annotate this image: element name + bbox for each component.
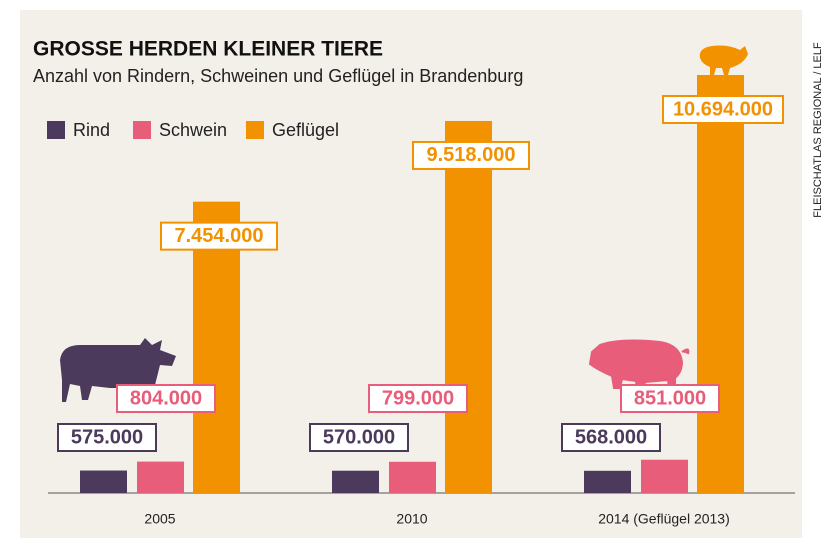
bar <box>697 75 744 493</box>
legend-swatch <box>133 121 151 139</box>
value-label: 568.000 <box>575 426 647 448</box>
x-tick-label: 2014 (Geflügel 2013) <box>598 511 730 527</box>
value-label-box <box>160 221 278 251</box>
x-tick-label: 2010 <box>396 511 427 527</box>
value-label-box <box>309 423 409 452</box>
bar <box>332 470 379 493</box>
bar <box>80 470 127 493</box>
legend-label: Geflügel <box>272 120 339 140</box>
legend-swatch <box>47 121 65 139</box>
x-tick-label: 2005 <box>144 511 175 527</box>
bar <box>389 461 436 493</box>
chicken-icon <box>699 45 748 75</box>
value-label-box <box>368 384 468 413</box>
bar <box>445 120 492 494</box>
value-label: 851.000 <box>634 387 706 409</box>
panel <box>20 10 802 538</box>
legend-label: Schwein <box>159 120 227 140</box>
legend-swatch <box>246 121 264 139</box>
value-label: 7.454.000 <box>175 225 264 247</box>
legend-label: Rind <box>73 120 110 140</box>
bar <box>137 461 184 493</box>
value-label-box <box>561 423 661 452</box>
value-label-box <box>620 384 720 413</box>
bar <box>584 470 631 493</box>
chart-title: GROSSE HERDEN KLEINER TIERE <box>33 38 383 61</box>
pig-icon <box>588 339 690 391</box>
chart-subtitle: Anzahl von Rindern, Schweinen und Geflüg… <box>33 66 523 86</box>
value-label-box <box>57 423 157 452</box>
value-label: 10.694.000 <box>673 98 773 120</box>
value-label-box <box>662 95 784 124</box>
source: FLEISCHATLAS REGIONAL / LELF <box>812 42 824 218</box>
value-label-box <box>412 140 530 170</box>
value-label: 575.000 <box>71 426 143 448</box>
value-label: 570.000 <box>323 426 395 448</box>
value-label: 799.000 <box>382 387 454 409</box>
value-label: 9.518.000 <box>427 144 516 166</box>
bar <box>641 459 688 493</box>
value-label-box <box>116 384 216 413</box>
value-label: 804.000 <box>130 387 202 409</box>
